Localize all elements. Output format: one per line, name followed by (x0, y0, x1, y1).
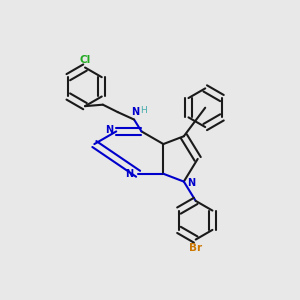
Text: N: N (131, 106, 140, 117)
Text: N: N (187, 178, 195, 188)
Text: H: H (140, 106, 147, 115)
Text: Br: Br (189, 242, 202, 253)
Text: Cl: Cl (80, 55, 91, 64)
Text: N: N (105, 125, 113, 135)
Text: N: N (125, 169, 134, 179)
